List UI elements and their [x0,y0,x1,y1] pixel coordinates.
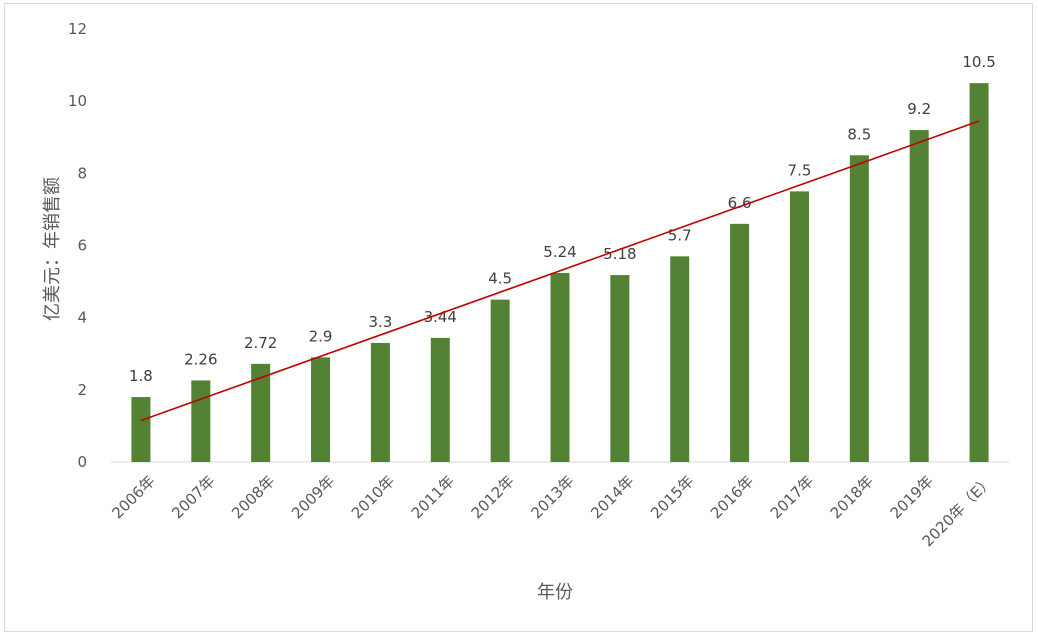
y-tick-label: 12 [68,20,87,38]
data-label: 10.5 [962,53,995,71]
data-label: 3.44 [424,308,457,326]
y-tick-label: 10 [68,92,87,110]
y-tick-labels: 0 2 4 6 8 10 12 [68,20,87,471]
bar [849,155,869,462]
bar [730,223,750,462]
bar [251,363,271,462]
x-tick-labels: 2006年 2007年 2008年 2009年 2010年 2011年 2012年 2013年… [108,472,996,550]
trendline [140,120,980,422]
x-tick-label: 2013年 [527,472,577,522]
bar [969,83,989,462]
data-label: 4.5 [488,270,512,288]
data-label: 9.2 [907,100,931,118]
bar [131,397,151,462]
bar [430,337,450,462]
data-label: 3.3 [368,313,392,331]
y-tick-label: 8 [77,164,87,182]
x-tick-label: 2012年 [468,472,518,522]
data-label: 5.24 [543,243,576,261]
trendline-group [140,120,980,422]
y-tick-label: 0 [77,453,87,471]
y-axis-title: 亿美元：年销售额 [42,177,63,321]
x-tick-label: 2015年 [647,472,697,522]
y-tick-label: 6 [77,237,87,255]
data-label: 2.26 [184,350,217,368]
x-tick-label: 2010年 [348,472,398,522]
bar [191,380,211,462]
bar [670,256,690,462]
x-tick-label: 2017年 [767,472,817,522]
data-label: 8.5 [847,125,871,143]
x-tick-label: 2014年 [587,472,637,522]
bar [311,357,331,462]
data-label: 6.6 [728,194,752,212]
x-tick-label: 2008年 [228,472,278,522]
x-tick-label: 2019年 [887,472,937,522]
bar-chart: 0 2 4 6 8 10 12 1.8 2.26 2.72 2.9 3.3 3.44 4.5 5.24 5.… [42,20,1009,603]
bar [490,299,510,462]
x-axis-title: 年份 [537,582,573,603]
x-tick-label: 2009年 [288,472,338,522]
x-tick-label: 2007年 [168,472,218,522]
x-tick-label: 2016年 [707,472,757,522]
x-tick-label: 2011年 [408,472,458,522]
data-label: 2.72 [244,334,277,352]
bar [909,130,929,462]
x-tick-label: 2006年 [108,472,158,522]
x-tick-label: 2018年 [827,472,877,522]
chart-frame: 0 2 4 6 8 10 12 1.8 2.26 2.72 2.9 3.3 3.44 4.5 5.24 5.… [4,3,1033,632]
data-label: 2.9 [309,327,333,345]
data-label: 7.5 [788,161,812,179]
bars [131,83,989,462]
y-tick-label: 2 [77,381,87,399]
data-label: 1.8 [129,367,153,385]
data-labels: 1.8 2.26 2.72 2.9 3.3 3.44 4.5 5.24 5.18 5.7 6.6 7.… [129,53,996,385]
y-tick-label: 4 [77,309,87,327]
bar [789,191,809,462]
bar [550,272,570,462]
data-label: 5.18 [603,245,636,263]
bar [370,342,390,462]
data-label: 5.7 [668,226,692,244]
bar [610,275,630,462]
